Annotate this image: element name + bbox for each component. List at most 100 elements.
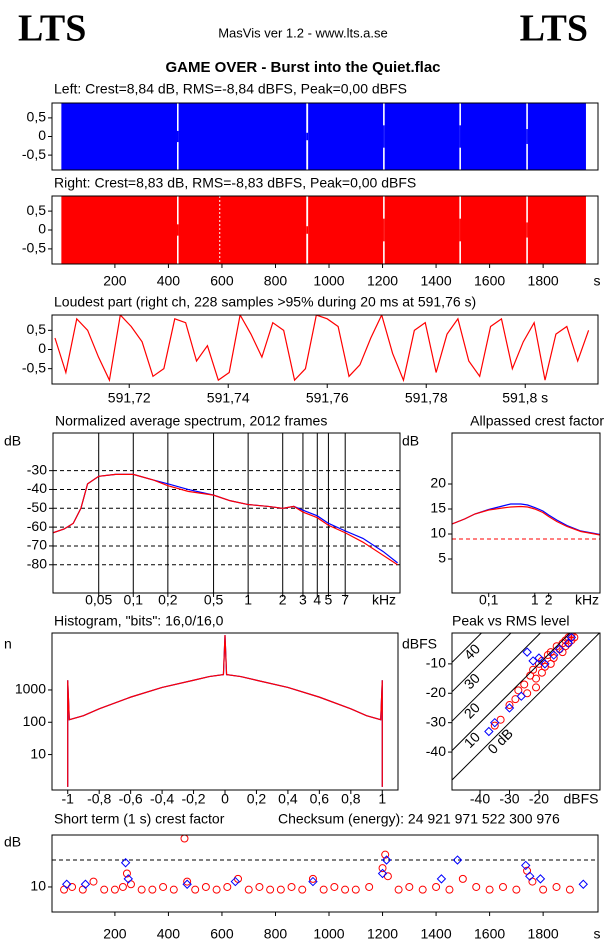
x-axis-label: dBFS	[563, 791, 598, 807]
point	[554, 644, 565, 654]
y-tick-label: 15	[430, 500, 446, 516]
point	[540, 659, 550, 669]
app-name: MasVis ver 1.2 - www.lts.a.se	[218, 25, 388, 40]
y-tick-label: -40	[27, 480, 47, 496]
plot-area	[52, 835, 598, 894]
point	[266, 885, 275, 894]
y-tick-label: -0,5	[22, 146, 46, 162]
point	[432, 882, 441, 891]
x-tick-label: 7	[341, 592, 349, 608]
y-tick-label: -0,5	[22, 240, 46, 256]
panel-title: Short term (1 s) crest factor	[54, 811, 225, 827]
plot-area	[452, 633, 600, 781]
x-tick-label: 400	[157, 926, 181, 942]
envelope-segment	[306, 226, 309, 234]
point	[244, 885, 253, 894]
point	[80, 879, 91, 889]
x-tick-label: 800	[264, 273, 288, 289]
x-tick-label: 0,1	[479, 592, 499, 608]
plot-frame	[51, 834, 599, 913]
point	[110, 885, 119, 894]
point	[566, 633, 577, 643]
x-tick-label: 600	[210, 273, 234, 289]
logo-left: LTS	[18, 8, 86, 50]
x-tick-label: -30	[499, 791, 519, 807]
point	[381, 850, 390, 859]
point	[546, 659, 555, 668]
plot-frame	[51, 195, 599, 265]
x-tick-label: 591,78	[405, 390, 448, 406]
envelope-segment	[61, 103, 177, 170]
x-tick-label: 0,05	[85, 592, 112, 608]
plot-area	[54, 315, 590, 383]
point	[405, 882, 414, 891]
envelope-segment	[61, 196, 177, 264]
point	[521, 860, 531, 871]
point	[378, 864, 387, 873]
y-tick-label: -0,5	[22, 359, 46, 375]
x-tick-label: 591,76	[306, 390, 349, 406]
y-tick-label: 0,5	[27, 202, 47, 218]
y-tick-label: -50	[27, 499, 47, 515]
x-tick-label: 200	[103, 926, 127, 942]
point	[452, 855, 463, 865]
x-tick-label: 2	[279, 592, 287, 608]
x-axis-label: s	[594, 273, 601, 289]
point	[511, 695, 520, 704]
envelope-segment	[459, 218, 461, 242]
point	[570, 633, 579, 642]
x-tick-label: 1	[531, 592, 539, 608]
x-tick-label: 591,72	[108, 390, 151, 406]
point	[563, 638, 574, 648]
x-tick-label: 1000	[313, 926, 344, 942]
data-line	[67, 635, 383, 787]
y-tick-label: 5	[438, 550, 446, 566]
point	[504, 703, 515, 713]
point	[287, 882, 296, 891]
point	[522, 647, 532, 657]
x-tick-label: 0,8	[341, 791, 361, 807]
point	[62, 879, 72, 889]
envelope-segment	[460, 196, 527, 264]
point	[565, 885, 574, 894]
panel-title: Loudest part (right ch, 228 samples >95%…	[54, 294, 476, 310]
point	[512, 885, 521, 894]
y-tick-label: 0	[38, 340, 46, 356]
y-tick-label: 0,5	[27, 321, 47, 337]
data-line	[53, 473, 398, 564]
x-tick-label: -1	[62, 791, 75, 807]
point	[532, 683, 541, 692]
y-tick-label: -30	[426, 713, 446, 729]
x-tick-label: 0,4	[278, 791, 298, 807]
y-tick-label: 1000	[15, 681, 46, 697]
envelope-segment	[308, 103, 384, 170]
point	[505, 701, 514, 710]
plot-frame	[451, 632, 601, 791]
point	[255, 882, 264, 891]
crest-line	[452, 633, 600, 781]
envelope-segment	[176, 130, 179, 143]
data-line	[54, 315, 590, 383]
y-tick-label: -20	[426, 684, 446, 700]
point	[351, 885, 360, 894]
point	[578, 879, 588, 889]
point	[330, 882, 339, 891]
plot-frame	[52, 432, 401, 594]
point	[472, 882, 481, 891]
x-tick-label: 1400	[420, 926, 451, 942]
panel-title: Histogram, "bits": 16,0/16,0	[54, 613, 224, 629]
y-tick-label: 10	[30, 745, 46, 761]
x-tick-label: -20	[529, 791, 549, 807]
point	[118, 882, 127, 891]
y-axis-label: dBFS	[402, 636, 437, 652]
crest-line-label: 20	[461, 699, 483, 721]
point	[230, 876, 241, 887]
envelope-segment	[178, 103, 307, 170]
envelope-segment	[176, 224, 179, 236]
point	[159, 882, 168, 891]
x-tick-label: -40	[470, 791, 490, 807]
plot-area	[53, 433, 400, 593]
envelope-segment	[384, 103, 460, 170]
point	[458, 874, 467, 883]
y-axis-label: dB	[402, 433, 419, 449]
